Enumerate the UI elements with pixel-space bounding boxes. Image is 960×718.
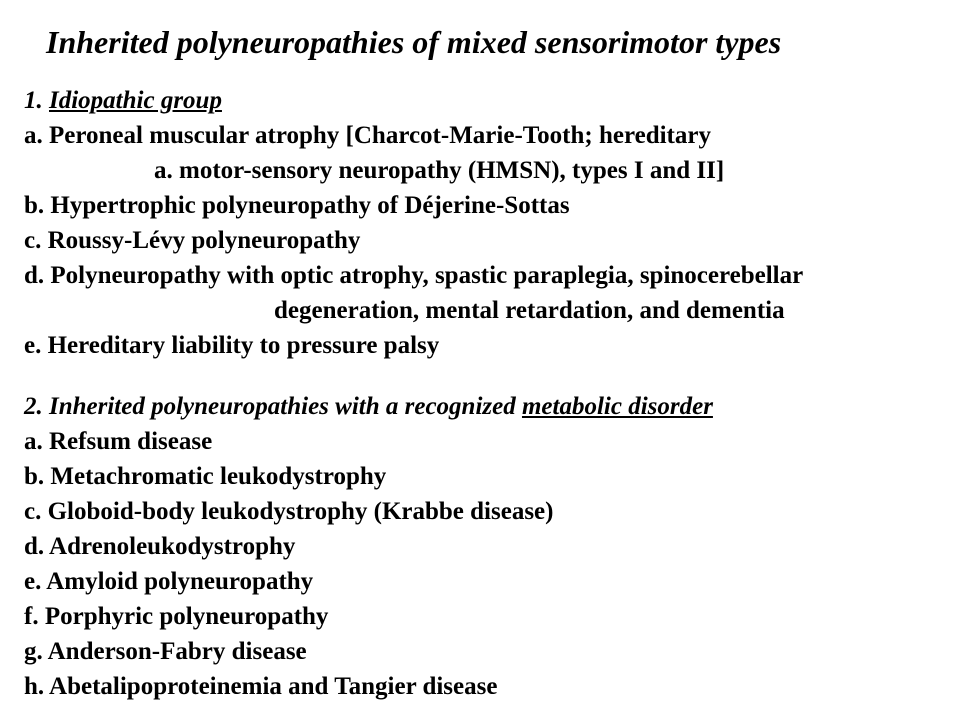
- section2-text-underlined: metabolic disorder: [522, 393, 713, 420]
- s1-item-e: e. Hereditary liability to pressure pals…: [24, 328, 936, 363]
- page-title: Inherited polyneuropathies of mixed sens…: [46, 20, 936, 65]
- section1-number: 1.: [24, 87, 49, 114]
- s1-item-d-line1: d. Polyneuropathy with optic atrophy, sp…: [24, 258, 936, 293]
- section1-text: Idiopathic group: [49, 87, 222, 114]
- section1-heading: 1. Idiopathic group: [24, 83, 936, 118]
- s1-item-c: c. Roussy-Lévy polyneuropathy: [24, 223, 936, 258]
- s1-item-d-line2: degeneration, mental retardation, and de…: [274, 293, 936, 328]
- s2-item-h: h. Abetalipoproteinemia and Tangier dise…: [24, 669, 936, 704]
- s1-item-a-line1: a. Peroneal muscular atrophy [Charcot-Ma…: [24, 118, 936, 153]
- s2-item-a: a. Refsum disease: [24, 424, 936, 459]
- s1-item-a-line2: a. motor-sensory neuropathy (HMSN), type…: [154, 153, 936, 188]
- section2-text-pre: Inherited polyneuropathies with a recogn…: [49, 393, 522, 420]
- s2-item-b: b. Metachromatic leukodystrophy: [24, 459, 936, 494]
- s2-item-e: e. Amyloid polyneuropathy: [24, 564, 936, 599]
- section2-number: 2.: [24, 393, 49, 420]
- s2-item-d: d. Adrenoleukodystrophy: [24, 529, 936, 564]
- section2-heading: 2. Inherited polyneuropathies with a rec…: [24, 389, 936, 424]
- s2-item-g: g. Anderson-Fabry disease: [24, 634, 936, 669]
- s2-item-f: f. Porphyric polyneuropathy: [24, 599, 936, 634]
- s2-item-c: c. Globoid-body leukodystrophy (Krabbe d…: [24, 494, 936, 529]
- s1-item-b: b. Hypertrophic polyneuropathy of Déjeri…: [24, 188, 936, 223]
